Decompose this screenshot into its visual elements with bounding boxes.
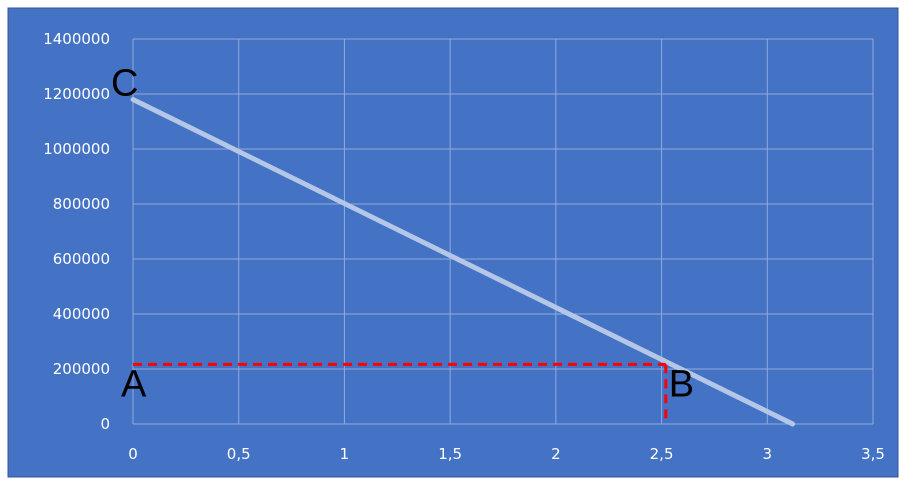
x-tick-label: 1 (340, 445, 350, 463)
point-labels: A B C (111, 63, 694, 406)
y-tick-label: 200000 (53, 360, 110, 378)
y-tick-label: 400000 (53, 305, 110, 323)
reference-lines (133, 362, 668, 424)
x-axis-ticks: 0 0,5 1 1,5 2 2,5 3 3,5 (128, 445, 885, 463)
y-tick-label: 1200000 (43, 85, 110, 103)
y-tick-label: 0 (100, 415, 110, 433)
x-tick-label: 0,5 (227, 445, 251, 463)
point-label-a: A (121, 363, 147, 405)
y-tick-label: 1400000 (43, 30, 110, 48)
chart-background (7, 7, 899, 478)
series-line (130, 97, 796, 427)
y-tick-label: 1000000 (43, 140, 110, 158)
point-label-c: C (111, 63, 138, 105)
y-axis-ticks: 0 200000 400000 600000 800000 1000000 1200000 1… (43, 30, 110, 433)
x-tick-label: 1,5 (438, 445, 462, 463)
point-label-b: B (669, 363, 694, 405)
x-tick-label: 2 (551, 445, 561, 463)
y-tick-label: 800000 (53, 195, 110, 213)
x-tick-label: 0 (128, 445, 138, 463)
series-group (130, 97, 796, 427)
x-tick-label: 3,5 (861, 445, 885, 463)
x-tick-label: 3 (763, 445, 773, 463)
y-tick-label: 600000 (53, 250, 110, 268)
x-tick-label: 2,5 (650, 445, 674, 463)
gridlines (132, 38, 874, 425)
